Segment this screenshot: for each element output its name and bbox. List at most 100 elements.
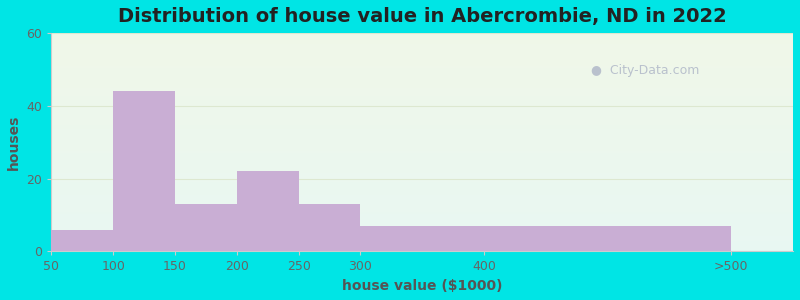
Bar [51, 236, 793, 239]
Bar [51, 116, 793, 118]
Bar [51, 81, 793, 83]
Bar [51, 171, 793, 173]
Bar [484, 226, 731, 251]
Bar [51, 193, 793, 195]
Bar [51, 99, 793, 101]
Bar [51, 70, 793, 72]
Bar [51, 155, 793, 158]
Bar [51, 184, 793, 186]
Bar [51, 66, 793, 68]
Bar [51, 247, 793, 249]
Bar [51, 101, 793, 103]
Bar [51, 179, 793, 182]
Bar [51, 88, 793, 90]
Bar [51, 83, 793, 85]
Bar [51, 214, 793, 217]
Bar [51, 129, 793, 131]
Bar [51, 105, 793, 107]
Bar [51, 140, 793, 142]
Bar [51, 173, 793, 175]
Bar [51, 38, 793, 40]
Bar [51, 190, 793, 193]
Bar [51, 147, 793, 149]
Bar [51, 175, 793, 177]
Bar [51, 212, 793, 214]
Bar [51, 46, 793, 48]
Bar [51, 227, 793, 230]
Bar [51, 232, 793, 234]
Bar [51, 35, 793, 38]
Bar [114, 91, 175, 251]
Bar [51, 249, 793, 251]
Bar [51, 59, 793, 62]
Bar [51, 208, 793, 210]
Bar [51, 120, 793, 123]
Bar [51, 162, 793, 164]
Bar [51, 136, 793, 138]
Bar [51, 245, 793, 247]
Bar [298, 204, 361, 251]
Bar [51, 96, 793, 99]
Bar [51, 223, 793, 225]
Bar [51, 134, 793, 136]
Bar [51, 241, 793, 243]
Bar [51, 201, 793, 203]
Bar [51, 33, 793, 35]
Bar [51, 158, 793, 160]
Bar [51, 57, 793, 59]
Bar [51, 230, 114, 251]
Bar [51, 103, 793, 105]
Bar [51, 42, 793, 44]
Bar [51, 164, 793, 166]
Bar [51, 234, 793, 236]
Bar [51, 110, 793, 112]
Bar [51, 197, 793, 199]
Bar [51, 118, 793, 120]
Bar [51, 75, 793, 77]
Bar [51, 85, 793, 88]
Bar [175, 204, 237, 251]
Bar [51, 48, 793, 50]
Bar [51, 127, 793, 129]
Bar [51, 225, 793, 227]
Bar [51, 77, 793, 79]
Bar [51, 112, 793, 114]
Bar [51, 210, 793, 212]
Bar [51, 53, 793, 55]
Bar [51, 50, 793, 53]
Bar [51, 188, 793, 190]
Bar [51, 44, 793, 46]
Bar [51, 199, 793, 201]
Bar [51, 243, 793, 245]
Bar [51, 79, 793, 81]
Bar [51, 138, 793, 140]
Bar [51, 72, 793, 75]
Bar [51, 238, 793, 241]
Bar [51, 203, 793, 206]
Bar [51, 90, 793, 92]
Bar [51, 123, 793, 125]
Bar [361, 226, 484, 251]
Bar [51, 195, 793, 197]
Text: ●  City-Data.com: ● City-Data.com [590, 64, 699, 77]
Bar [51, 149, 793, 151]
Bar [51, 153, 793, 155]
Bar [51, 55, 793, 57]
Bar [51, 206, 793, 208]
Bar [51, 219, 793, 221]
Bar [237, 171, 298, 251]
X-axis label: house value ($1000): house value ($1000) [342, 279, 502, 293]
Bar [51, 107, 793, 110]
Bar [51, 177, 793, 179]
Bar [51, 186, 793, 188]
Y-axis label: houses: houses [7, 115, 21, 170]
Bar [51, 131, 793, 134]
Bar [51, 221, 793, 223]
Bar [51, 169, 793, 171]
Bar [51, 144, 793, 147]
Bar [51, 40, 793, 42]
Bar [51, 64, 793, 66]
Bar [51, 166, 793, 169]
Bar [51, 68, 793, 70]
Bar [51, 125, 793, 127]
